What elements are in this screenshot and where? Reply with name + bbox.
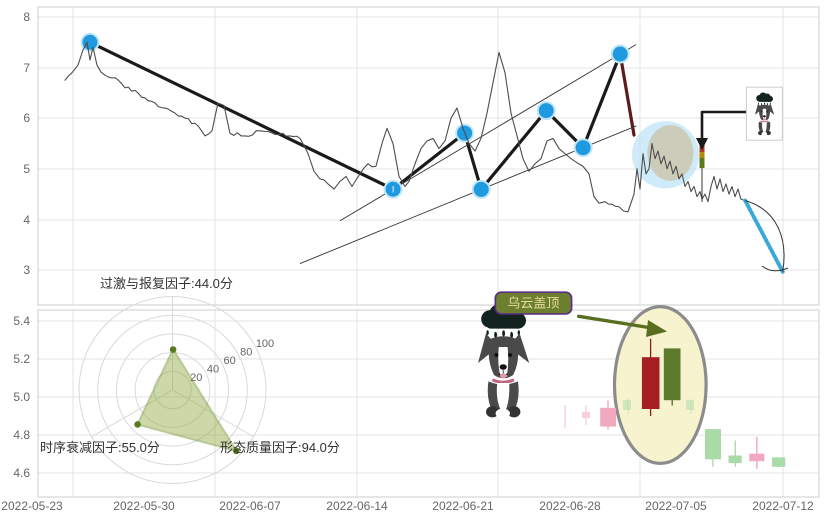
svg-text:5.0: 5.0 — [13, 390, 30, 404]
svg-text:2022-07-12: 2022-07-12 — [752, 499, 814, 513]
svg-text:2022-06-21: 2022-06-21 — [432, 499, 494, 513]
svg-text:4: 4 — [23, 213, 30, 227]
svg-text:4.6: 4.6 — [13, 466, 30, 480]
svg-text:4.8: 4.8 — [13, 428, 30, 442]
svg-text:2022-06-07: 2022-06-07 — [219, 499, 281, 513]
svg-text:2022-05-23: 2022-05-23 — [1, 499, 63, 513]
svg-text:2022-06-28: 2022-06-28 — [539, 499, 601, 513]
svg-text:2022-06-14: 2022-06-14 — [326, 499, 388, 513]
svg-text:形态质量因子:94.0分: 形态质量因子:94.0分 — [220, 440, 340, 455]
svg-text:5.2: 5.2 — [13, 352, 30, 366]
svg-text:时序衰减因子:55.0分: 时序衰减因子:55.0分 — [40, 440, 160, 455]
svg-text:过激与报复因子:44.0分: 过激与报复因子:44.0分 — [100, 276, 233, 291]
svg-text:5.4: 5.4 — [13, 314, 30, 328]
svg-text:8: 8 — [23, 10, 30, 24]
svg-text:乌云盖顶: 乌云盖顶 — [507, 296, 559, 311]
svg-text:2022-07-05: 2022-07-05 — [645, 499, 707, 513]
svg-text:80: 80 — [240, 347, 252, 359]
svg-text:100: 100 — [256, 338, 274, 350]
svg-text:5: 5 — [23, 162, 30, 176]
svg-text:40: 40 — [207, 364, 219, 376]
svg-text:2022-05-30: 2022-05-30 — [113, 499, 175, 513]
svg-text:6: 6 — [23, 111, 30, 125]
svg-text:60: 60 — [223, 355, 235, 367]
svg-text:3: 3 — [23, 263, 30, 277]
svg-text:I: I — [392, 185, 395, 195]
svg-text:7: 7 — [23, 61, 30, 75]
